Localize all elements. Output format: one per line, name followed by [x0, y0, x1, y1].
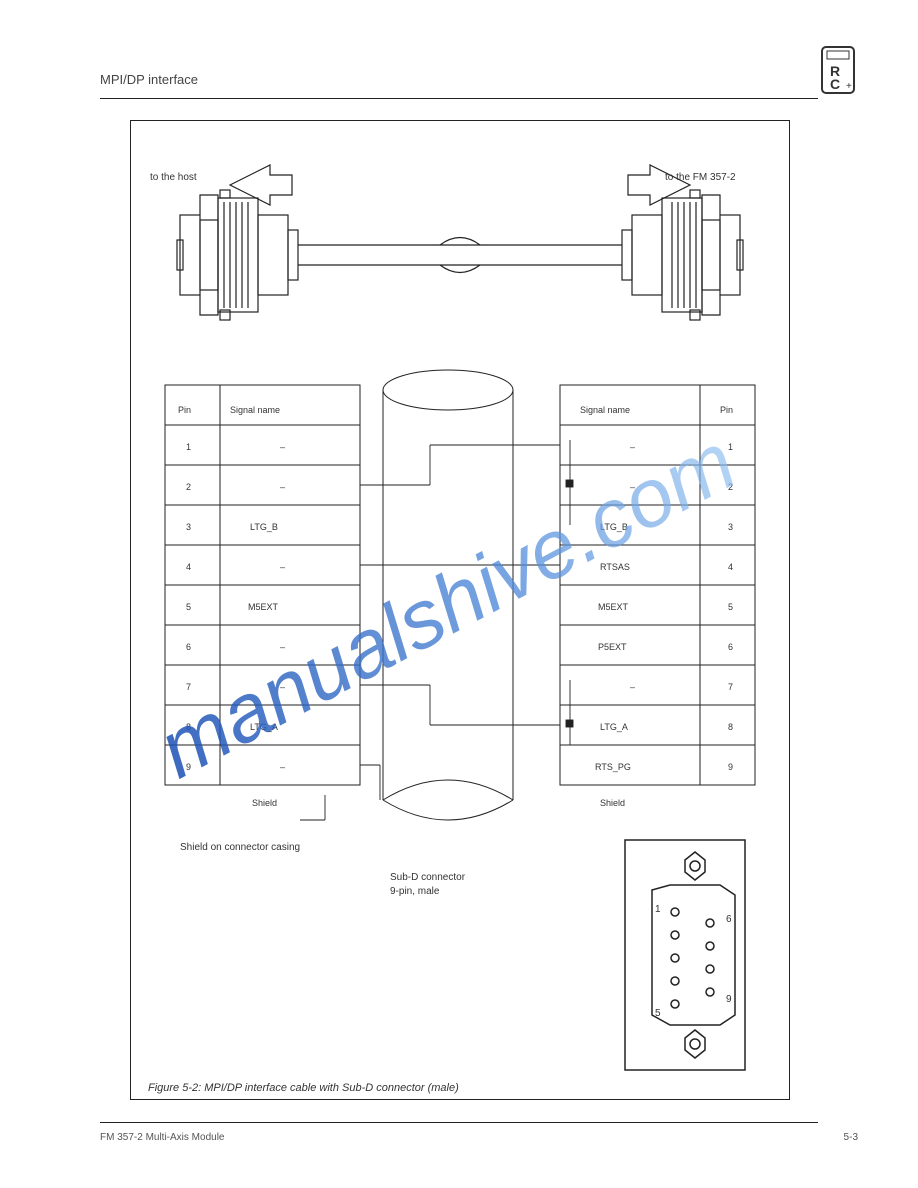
svg-text:+: + [846, 81, 852, 92]
right-pin-9: 9 [728, 762, 733, 772]
right-pin-2: 2 [728, 482, 733, 492]
right-pin-7: 7 [728, 682, 733, 692]
logo-icon: R C + [818, 45, 858, 95]
right-sig-4: RTSAS [600, 562, 630, 572]
left-pin-1: 1 [186, 442, 191, 452]
header-rule [100, 98, 818, 99]
diagram-svg [130, 120, 790, 1100]
footer-rule [100, 1122, 818, 1123]
pin-label-5: 5 [655, 1008, 661, 1019]
right-sig-2: – [630, 482, 635, 492]
left-pin-5: 5 [186, 602, 191, 612]
right-sig-3: LTG_B [600, 522, 628, 532]
footer-left: FM 357-2 Multi-Axis Module [100, 1132, 224, 1143]
left-header-sig: Signal name [230, 405, 280, 415]
pin-label-9: 9 [726, 994, 732, 1005]
footer-right: 5-3 [844, 1132, 858, 1143]
right-pin-5: 5 [728, 602, 733, 612]
right-sig-9: RTS_PG [595, 762, 631, 772]
right-sig-shield: Shield [600, 798, 625, 808]
right-sig-7: – [630, 682, 635, 692]
header-title: MPI/DP interface [100, 72, 198, 87]
pin-label-6: 6 [726, 914, 732, 925]
right-sig-8: LTG_A [600, 722, 628, 732]
shield-label: Shield on connector casing [180, 842, 300, 853]
left-pin-3: 3 [186, 522, 191, 532]
left-sig-1: – [280, 442, 285, 452]
left-header-pin: Pin [178, 405, 191, 415]
left-sig-4: – [280, 562, 285, 572]
right-sig-1: – [630, 442, 635, 452]
connector-type-2: 9-pin, male [390, 886, 439, 897]
right-pin-6: 6 [728, 642, 733, 652]
right-header-sig: Signal name [580, 405, 630, 415]
left-pin-9: 9 [186, 762, 191, 772]
right-pin-8: 8 [728, 722, 733, 732]
right-sig-5: M5EXT [598, 602, 628, 612]
left-sig-5: M5EXT [248, 602, 278, 612]
left-sig-6: – [280, 642, 285, 652]
right-sig-6: P5EXT [598, 642, 627, 652]
left-sig-9: – [280, 762, 285, 772]
pin-label-1: 1 [655, 904, 661, 915]
right-pin-1: 1 [728, 442, 733, 452]
connector-right-label: to the FM 357-2 [665, 172, 736, 183]
right-header-pin: Pin [720, 405, 733, 415]
left-pin-2: 2 [186, 482, 191, 492]
right-pin-4: 4 [728, 562, 733, 572]
left-pin-8: 8 [186, 722, 191, 732]
left-sig-7: – [280, 682, 285, 692]
svg-text:C: C [830, 76, 840, 92]
left-sig-shield: Shield [252, 798, 277, 808]
left-sig-2: – [280, 482, 285, 492]
left-sig-8: LTG_A [250, 722, 278, 732]
left-sig-3: LTG_B [250, 522, 278, 532]
left-pin-4: 4 [186, 562, 191, 572]
connector-left-label: to the host [150, 172, 197, 183]
left-pin-7: 7 [186, 682, 191, 692]
right-pin-3: 3 [728, 522, 733, 532]
left-pin-6: 6 [186, 642, 191, 652]
figure-caption: Figure 5-2: MPI/DP interface cable with … [148, 1082, 459, 1094]
connector-type-1: Sub-D connector [390, 872, 465, 883]
